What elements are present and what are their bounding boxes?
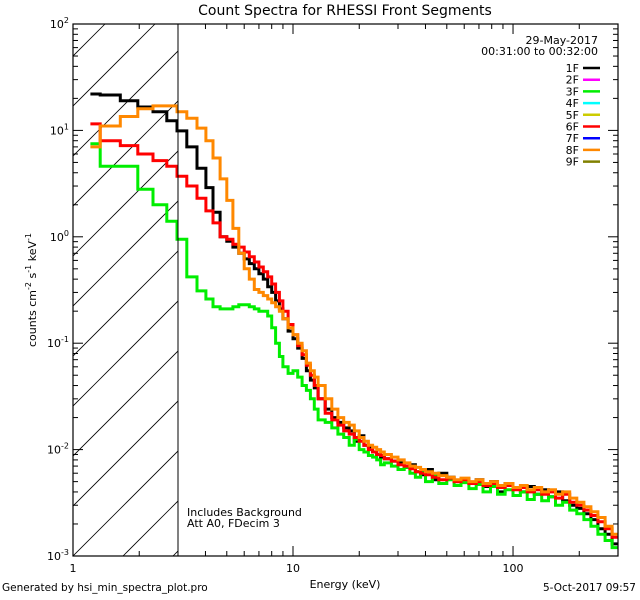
legend-label-8F: 8F bbox=[566, 144, 579, 157]
legend-date: 29-May-2017 bbox=[526, 34, 598, 47]
y-tick-label: 10-1 bbox=[47, 335, 69, 350]
hatch-line bbox=[73, 200, 178, 307]
x-tick-label: 10 bbox=[286, 562, 300, 575]
legend-label-9F: 9F bbox=[566, 156, 579, 169]
x-axis-ticks bbox=[72, 24, 619, 556]
hatch-line bbox=[73, 400, 178, 507]
legend-label-2F: 2F bbox=[566, 74, 579, 87]
legend-label-7F: 7F bbox=[566, 132, 579, 145]
chart-title: Count Spectra for RHESSI Front Segments bbox=[198, 3, 492, 19]
series-group bbox=[90, 92, 618, 550]
series-line-6F bbox=[90, 122, 618, 539]
x-tick-label: 100 bbox=[503, 562, 524, 575]
svg-text:counts cm-2 s-1 keV-1: counts cm-2 s-1 keV-1 bbox=[24, 233, 39, 347]
legend-label-3F: 3F bbox=[566, 85, 579, 98]
hatch-line bbox=[73, 50, 178, 157]
series-line-8F bbox=[90, 104, 618, 536]
y-tick-label: 102 bbox=[50, 16, 69, 31]
hatch-line bbox=[73, 450, 178, 556]
hatch-line bbox=[0, 24, 5, 556]
legend-label-4F: 4F bbox=[566, 97, 579, 110]
series-line-3F bbox=[90, 142, 618, 550]
x-axis-label: Energy (keV) bbox=[310, 578, 381, 591]
annotation-background: Includes Background bbox=[187, 506, 302, 519]
annotation-attenuator: Att A0, FDecim 3 bbox=[187, 517, 280, 530]
x-tick-label: 1 bbox=[70, 562, 77, 575]
generated-by-text: Generated by hsi_min_spectra_plot.pro bbox=[2, 582, 208, 594]
y-tick-label: 10-3 bbox=[47, 548, 69, 563]
y-tick-label: 10-2 bbox=[47, 442, 69, 457]
legend-label-5F: 5F bbox=[566, 109, 579, 122]
plot-frame bbox=[72, 23, 619, 557]
legend-label-6F: 6F bbox=[566, 121, 579, 134]
y-axis-ticks bbox=[73, 23, 618, 557]
series-line-1F bbox=[90, 92, 618, 546]
y-tick-label: 101 bbox=[50, 122, 69, 137]
y-axis-label: counts cm-2 s-1 keV-1 bbox=[24, 233, 39, 347]
hatch-line bbox=[73, 250, 178, 357]
x-tick-labels: 1 10 100 bbox=[70, 562, 524, 575]
hatch-line bbox=[73, 300, 178, 407]
y-tick-labels: 102 101 100 10-1 10-2 10-3 bbox=[47, 16, 69, 563]
hatched-region bbox=[0, 24, 178, 556]
legend-time-range: 00:31:00 to 00:32:00 bbox=[481, 45, 598, 58]
legend-label-1F: 1F bbox=[566, 62, 579, 75]
generated-timestamp: 5-Oct-2017 09:57 bbox=[542, 582, 636, 594]
y-tick-label: 100 bbox=[50, 229, 69, 244]
